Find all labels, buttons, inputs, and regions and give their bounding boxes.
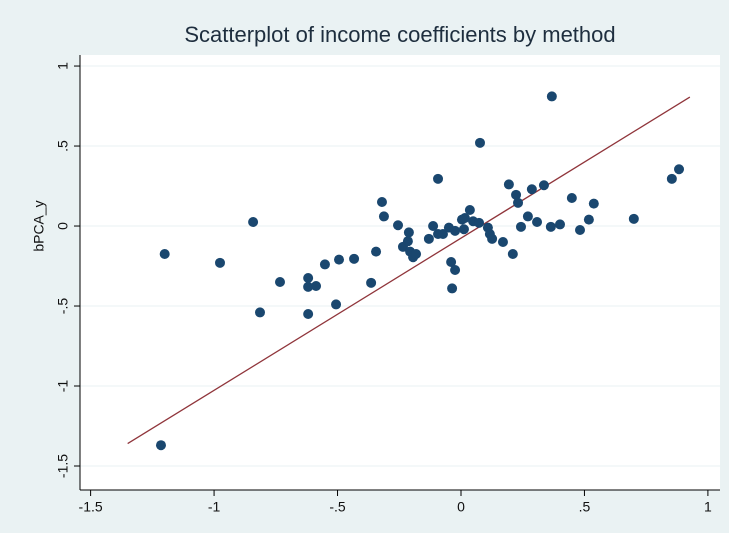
point [546,91,557,102]
point [275,277,285,288]
point [403,227,414,238]
point [319,259,330,270]
y-axis-label: bPCA_y [31,200,47,251]
point [159,249,170,260]
point [447,283,458,294]
point [371,246,382,257]
point [497,237,508,248]
point [255,307,265,318]
point [487,233,498,244]
point [366,277,377,288]
point [532,217,543,228]
x-tick-label: 0 [457,499,465,515]
point [433,173,444,184]
x-tick-label: .5 [579,499,591,515]
x-tick-label: -1 [208,499,221,515]
x-tick-label: 1 [704,499,712,515]
fit-line [127,96,691,445]
chart-title: Scatterplot of income coefficients by me… [184,22,615,47]
point [575,225,585,236]
point [666,173,677,184]
point [303,281,314,292]
point [475,137,485,148]
point [464,205,475,216]
point [376,197,387,208]
point [513,197,524,208]
point [331,299,342,310]
point [522,211,533,222]
point [474,217,485,228]
point [503,179,514,190]
y-tick-label: .5 [55,140,71,152]
point [428,221,439,232]
point [303,309,314,320]
y-tick-label: -1.5 [55,454,71,478]
point [511,189,522,200]
point [566,193,577,204]
point [538,180,549,191]
x-tick-label: -1.5 [79,499,103,515]
y-tick-label: 0 [55,222,71,230]
y-tick-label: -.5 [55,298,71,315]
point [674,164,685,175]
point [402,236,413,247]
point [450,225,461,236]
plot-area [80,55,720,490]
point [334,254,345,265]
point [446,257,457,268]
point [248,217,259,228]
point [450,265,461,276]
point [215,257,225,268]
point [545,221,556,232]
point [311,281,322,292]
point [583,214,594,225]
y-tick-label: 1 [55,62,71,70]
point [555,219,565,230]
point [515,221,526,232]
x-tick-label: -.5 [329,499,346,515]
point [459,213,470,224]
point [393,220,404,231]
point [378,211,389,222]
point [411,249,422,260]
point [423,233,434,244]
point [526,184,537,195]
point [437,229,448,240]
point [155,440,166,451]
point [349,253,360,264]
point [458,224,469,235]
point [588,198,599,209]
point [507,249,518,260]
y-tick-label: -1 [55,380,71,393]
point [628,213,639,224]
point [303,273,314,284]
